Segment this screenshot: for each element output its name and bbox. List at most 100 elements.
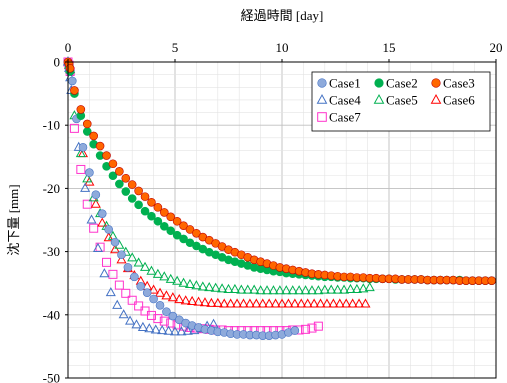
data-point bbox=[160, 222, 169, 231]
data-point bbox=[169, 326, 181, 336]
data-point bbox=[152, 268, 163, 278]
data-point bbox=[225, 298, 236, 308]
data-point bbox=[257, 298, 268, 308]
legend-label-case5: Case5 bbox=[386, 93, 418, 108]
data-point bbox=[116, 254, 127, 264]
y-tick-label: -50 bbox=[43, 371, 60, 383]
data-point bbox=[130, 272, 139, 282]
x-tick-label: 10 bbox=[276, 40, 289, 55]
data-point bbox=[65, 64, 75, 73]
data-point bbox=[144, 323, 155, 333]
data-point bbox=[261, 285, 273, 295]
x-tick-label: 15 bbox=[383, 40, 396, 55]
legend-marker-case7 bbox=[317, 112, 327, 122]
legend-label-case1: Case1 bbox=[329, 76, 361, 91]
data-point bbox=[287, 285, 298, 295]
data-point bbox=[172, 275, 183, 285]
y-tick-label: -30 bbox=[43, 244, 60, 259]
data-point bbox=[117, 250, 126, 260]
x-axis-title: 経過時間 [day] bbox=[241, 8, 324, 23]
data-point bbox=[244, 298, 255, 308]
data-point bbox=[276, 298, 288, 308]
data-point bbox=[80, 182, 91, 192]
data-point bbox=[191, 280, 202, 290]
data-point bbox=[105, 287, 116, 297]
data-point bbox=[123, 263, 133, 272]
data-point bbox=[97, 209, 107, 218]
y-tick-label: -40 bbox=[43, 307, 60, 322]
data-point bbox=[192, 228, 201, 238]
data-point bbox=[147, 198, 156, 207]
data-point bbox=[236, 284, 247, 294]
data-point bbox=[76, 164, 86, 174]
series-case1 bbox=[63, 57, 300, 340]
data-point bbox=[307, 323, 317, 333]
data-point bbox=[212, 297, 223, 307]
data-point bbox=[134, 301, 144, 311]
data-point bbox=[274, 285, 285, 295]
data-point bbox=[300, 285, 311, 295]
x-tick-label: 0 bbox=[65, 40, 72, 55]
data-point bbox=[315, 298, 326, 308]
data-point bbox=[76, 105, 86, 114]
data-point bbox=[127, 252, 138, 262]
data-point bbox=[163, 325, 174, 335]
data-point bbox=[121, 288, 131, 298]
data-point bbox=[289, 298, 300, 308]
legend-label-case6: Case6 bbox=[443, 93, 475, 108]
data-point bbox=[95, 141, 105, 151]
data-point bbox=[296, 298, 307, 308]
series-case4 bbox=[62, 56, 219, 336]
data-point bbox=[121, 187, 131, 196]
data-point bbox=[328, 298, 339, 308]
data-point bbox=[334, 298, 345, 308]
data-point bbox=[85, 168, 94, 177]
data-point bbox=[127, 194, 137, 203]
x-tick-label: 20 bbox=[490, 40, 503, 55]
data-point bbox=[193, 296, 204, 306]
data-point bbox=[172, 216, 182, 226]
data-point bbox=[168, 311, 178, 321]
legend-marker-case5 bbox=[373, 94, 385, 104]
data-point bbox=[281, 285, 292, 295]
data-point bbox=[249, 284, 260, 294]
data-point bbox=[112, 299, 123, 309]
data-point bbox=[341, 298, 352, 308]
data-point bbox=[114, 280, 124, 290]
data-point bbox=[251, 298, 262, 308]
data-point bbox=[204, 281, 215, 292]
data-point bbox=[199, 297, 211, 307]
series-layer bbox=[62, 56, 497, 340]
legend-label-case7: Case7 bbox=[329, 110, 361, 125]
data-point bbox=[339, 284, 350, 294]
data-point bbox=[313, 285, 324, 295]
data-point bbox=[160, 208, 169, 217]
y-tick-label: -20 bbox=[43, 181, 60, 196]
data-point bbox=[353, 298, 365, 308]
data-point bbox=[115, 167, 124, 176]
data-point bbox=[313, 321, 323, 331]
data-point bbox=[110, 244, 121, 254]
series-case5 bbox=[62, 56, 375, 295]
legend-box bbox=[311, 71, 491, 132]
data-point bbox=[206, 297, 217, 307]
data-point bbox=[102, 257, 112, 267]
data-point bbox=[121, 173, 131, 183]
data-point bbox=[165, 273, 176, 283]
data-point bbox=[90, 198, 101, 208]
data-point bbox=[345, 283, 356, 294]
data-point bbox=[127, 180, 137, 189]
data-point bbox=[178, 277, 189, 287]
data-point bbox=[133, 257, 144, 267]
data-point bbox=[103, 232, 114, 242]
data-point bbox=[174, 293, 185, 304]
legend-marker-case4 bbox=[316, 94, 328, 104]
data-point bbox=[153, 314, 163, 324]
data-point bbox=[210, 282, 221, 292]
data-point bbox=[108, 269, 118, 279]
data-point bbox=[69, 123, 79, 133]
data-point bbox=[161, 290, 172, 300]
data-point bbox=[159, 271, 170, 281]
data-point bbox=[219, 298, 230, 308]
